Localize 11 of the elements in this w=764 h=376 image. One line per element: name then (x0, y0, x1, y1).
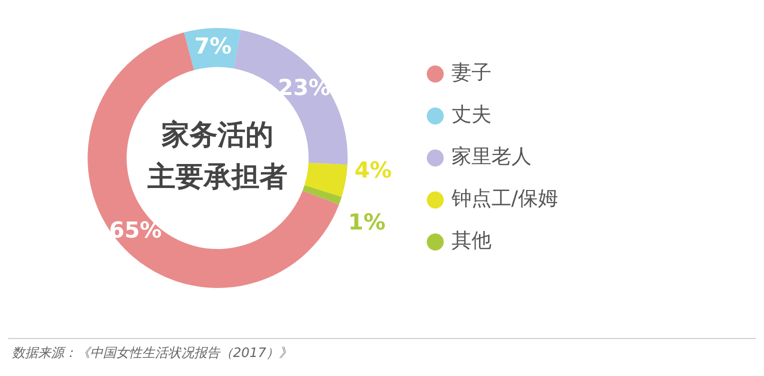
legend-label: 其他 (451, 228, 492, 252)
data-label: 7% (194, 34, 232, 60)
legend-label: 妻子 (451, 60, 492, 84)
data-label: 1% (348, 210, 386, 236)
text: 家务活的主要承担者 (148, 117, 288, 195)
data-label: 4% (354, 158, 392, 184)
source-note: 数据来源：《中国女性生活状况报告（2017）》 (12, 345, 292, 362)
data-label: 65% (109, 218, 162, 244)
legend-label: 家里老人 (451, 144, 532, 168)
legend-label: 钟点工/保姆 (450, 186, 558, 210)
legend-label: 丈夫 (451, 102, 492, 126)
